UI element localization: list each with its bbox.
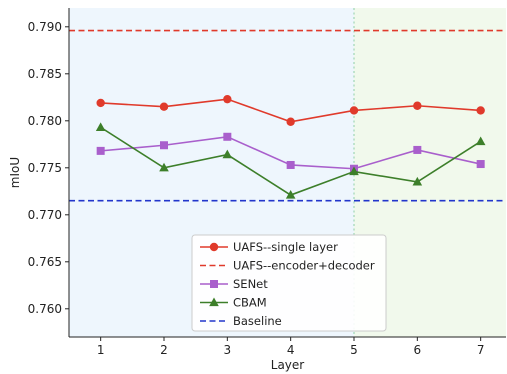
data-point-uafs-single-layer-6 [413,101,422,110]
x-axis-ticks: 1 2 3 4 5 6 7 [97,337,485,357]
data-point-uafs-single-layer-1 [96,98,105,108]
data-point-uafs-single-layer-5 [349,106,359,115]
data-point-uafs-single-layer-3 [223,94,232,104]
data-point-cbam-3 [222,149,233,159]
x-tick-label: 7 [477,343,485,357]
y-tick-label: 0.780 [28,114,62,128]
legend-label: SENet [233,277,268,291]
legend-label: CBAM [233,296,267,310]
x-axis-label: Layer [271,358,305,372]
legend-entry-uafs-single-layer: UAFS--single layer [200,240,338,254]
x-tick-label: 4 [287,343,295,357]
legend: UAFS--single layer UAFS--encoder+decoder S… [191,234,387,332]
legend-marker [210,280,218,288]
x-tick-label: 6 [414,343,422,357]
y-tick-label: 0.790 [28,20,62,34]
legend-marker [209,242,219,252]
shaded-regions [69,8,506,337]
y-tick-label: 0.775 [28,161,62,175]
legend-box [191,234,387,332]
legend-entry-senet: SENet [200,277,268,291]
horizontal-reference-lines [69,29,506,202]
series-lines [95,94,486,199]
data-point-senet-6 [413,145,422,154]
y-axis-label: mIoU [8,157,22,188]
y-tick-label: 0.765 [28,255,62,269]
series-cbam [95,122,486,199]
data-point-senet-2 [160,141,168,150]
legend-entry-baseline: Baseline [200,314,282,328]
data-point-cbam-1 [95,122,106,131]
axes [68,8,506,338]
legend-label: Baseline [233,314,282,328]
legend-entry-cbam: CBAM [200,296,267,310]
data-point-uafs-single-layer-4 [286,117,295,126]
data-point-senet-3 [223,132,232,141]
data-point-cbam-5 [349,166,359,176]
data-point-uafs-single-layer-7 [476,106,485,115]
data-point-uafs-single-layer-2 [159,102,169,111]
data-point-senet-1 [96,146,105,155]
x-tick-label: 3 [224,343,232,357]
data-point-cbam-7 [475,136,486,146]
legend-entry-uafs-encoder-decoder: UAFS--encoder+decoder [200,259,375,273]
x-tick-label: 1 [97,343,105,357]
legend-label: UAFS--single layer [233,240,338,254]
legend-label: UAFS--encoder+decoder [233,259,375,273]
data-point-senet-7 [476,160,485,169]
data-point-cbam-2 [159,162,169,172]
data-point-cbam-4 [285,190,296,199]
x-tick-label: 2 [160,343,168,357]
y-tick-label: 0.770 [28,208,62,222]
legend-marker [209,297,219,307]
data-point-cbam-6 [412,176,423,186]
data-point-senet-4 [286,160,295,169]
x-tick-label: 5 [350,343,358,357]
y-tick-label: 0.760 [28,302,62,316]
y-axis-ticks: 0.760 0.765 0.770 0.775 0.780 0.785 0.790 [28,20,69,316]
y-tick-label: 0.785 [28,67,62,81]
series-uafs-single-layer [96,94,485,126]
